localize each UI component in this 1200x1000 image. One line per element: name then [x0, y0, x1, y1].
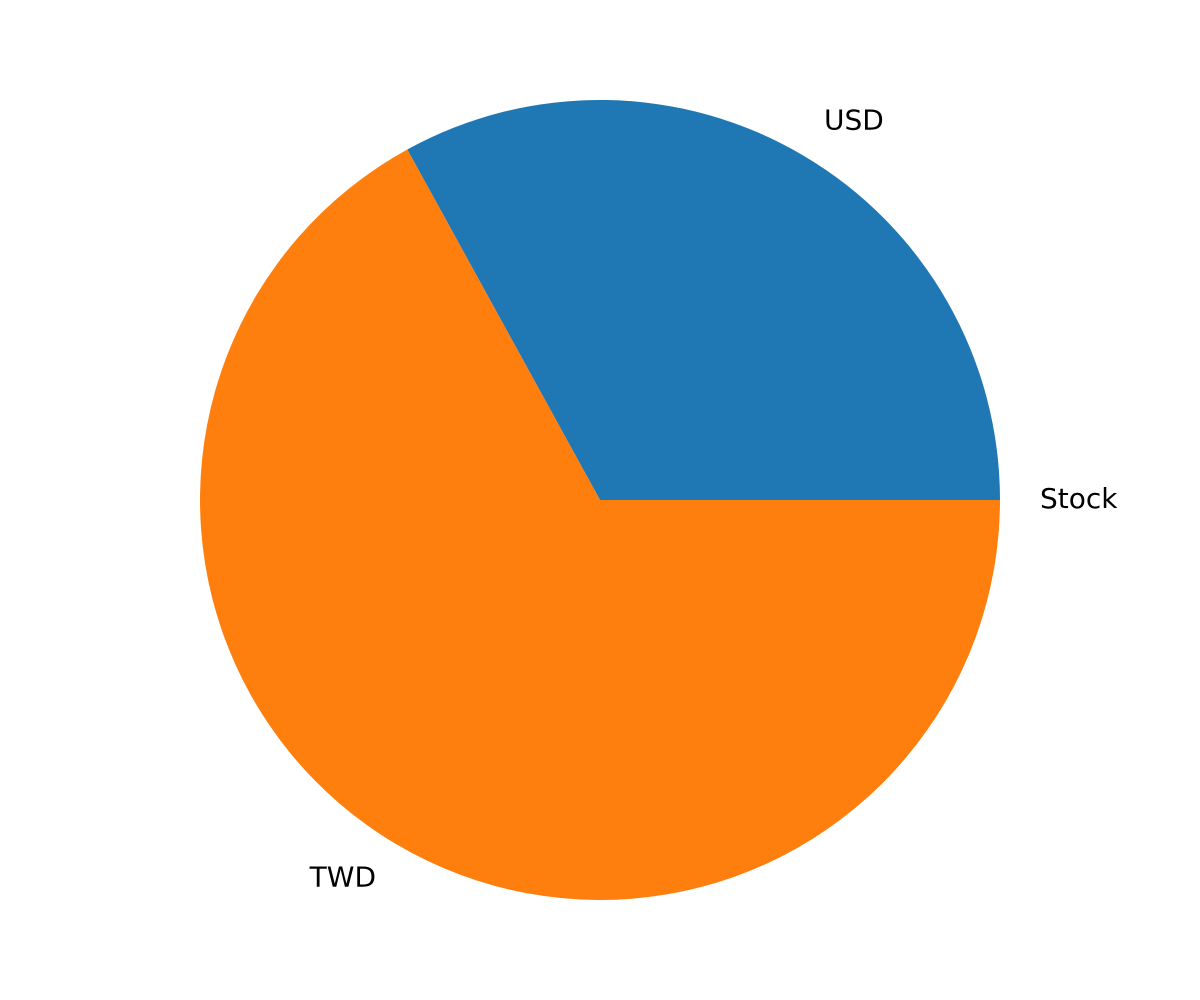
- pie-label-stock: Stock: [1040, 482, 1118, 515]
- pie-label-usd: USD: [824, 103, 884, 136]
- pie-slice-twd: [199, 149, 1000, 901]
- pie-slice-usd: [407, 100, 1000, 501]
- pie-slices: [199, 100, 1000, 901]
- pie-labels: Stock USD TWD: [309, 103, 1119, 893]
- pie-label-twd: TWD: [309, 861, 376, 894]
